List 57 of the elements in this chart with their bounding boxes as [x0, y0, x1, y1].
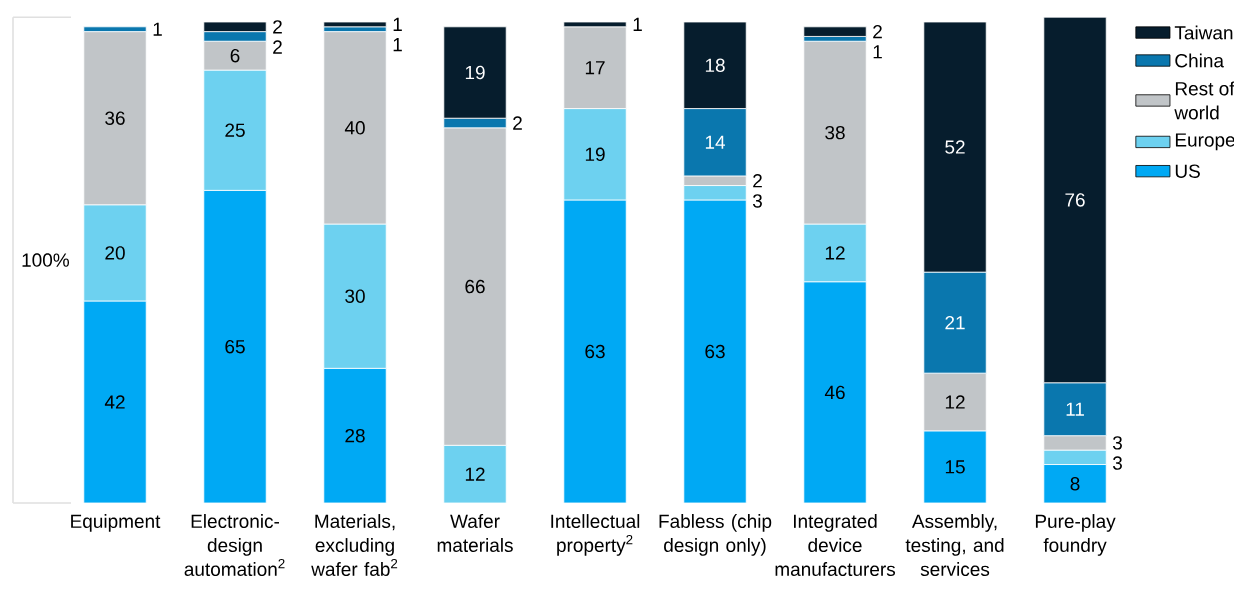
data-label: 12	[825, 246, 845, 260]
data-label: 14	[705, 135, 726, 149]
x-tick-label: Materials, excluding wafer fab$^{2}$	[311, 514, 398, 577]
data-label: 66	[465, 279, 485, 294]
data-label: 2	[873, 24, 882, 39]
legend-label: Europe	[1175, 133, 1234, 151]
data-label: 46	[824, 385, 845, 400]
bar	[323, 21, 387, 28]
x-tick-label: Integrated device manufacturers	[775, 514, 896, 577]
data-label: 38	[825, 125, 845, 140]
data-label: 36	[105, 111, 125, 125]
data-label: 11	[1066, 402, 1084, 416]
data-label: 63	[585, 344, 605, 359]
data-label: 1	[873, 45, 882, 59]
data-label: 1	[393, 38, 402, 52]
data-label: 6	[230, 48, 240, 63]
data-label: 12	[465, 467, 485, 481]
data-label: 3	[1112, 456, 1122, 470]
data-label: 21	[945, 315, 965, 330]
data-label: 1	[393, 17, 402, 31]
legend-label: China	[1175, 53, 1225, 68]
x-tick-label: Intellectual property$^{2}$	[551, 514, 640, 556]
data-label: 2	[513, 116, 522, 130]
data-label: 30	[345, 289, 365, 303]
data-label: 40	[344, 121, 365, 135]
data-label: 20	[105, 246, 125, 260]
data-label: 3	[1112, 436, 1122, 450]
data-label: 25	[225, 123, 245, 137]
legend-label: US	[1175, 164, 1200, 178]
data-label: 1	[153, 22, 162, 36]
data-label: 65	[225, 339, 245, 354]
x-tick-label: Wafer materials	[437, 514, 513, 552]
y-axis-title: 100%	[22, 253, 70, 267]
x-tick-label: Assembly, testing, and services	[905, 514, 1004, 577]
x-tick-label: Electronic-design automation$^{2}$	[184, 514, 285, 577]
x-tick-label: Pure-play foundry	[1035, 514, 1116, 556]
legend-label: Taiwan	[1174, 25, 1233, 40]
data-label: 1	[633, 17, 642, 31]
x-tick-label: Equipment	[71, 514, 161, 532]
data-label: 12	[945, 395, 965, 409]
data-label: 19	[585, 147, 605, 161]
data-label: 63	[705, 344, 725, 359]
data-label: 17	[585, 61, 605, 75]
data-label: 2	[753, 174, 762, 188]
data-label: 2	[273, 40, 282, 54]
x-tick-label: Fabless (chip design only)	[659, 514, 772, 556]
data-label: 18	[705, 58, 725, 73]
data-label: 2	[273, 20, 282, 34]
data-label: 76	[1065, 193, 1085, 207]
data-label: 19	[465, 65, 485, 80]
legend-label: Rest of world	[1174, 81, 1234, 120]
data-label: 8	[1070, 477, 1080, 491]
data-label: 42	[104, 395, 125, 409]
data-label: 52	[945, 140, 965, 154]
data-label: 15	[945, 460, 965, 474]
data-label: 28	[345, 428, 365, 443]
data-label: 3	[752, 194, 762, 208]
